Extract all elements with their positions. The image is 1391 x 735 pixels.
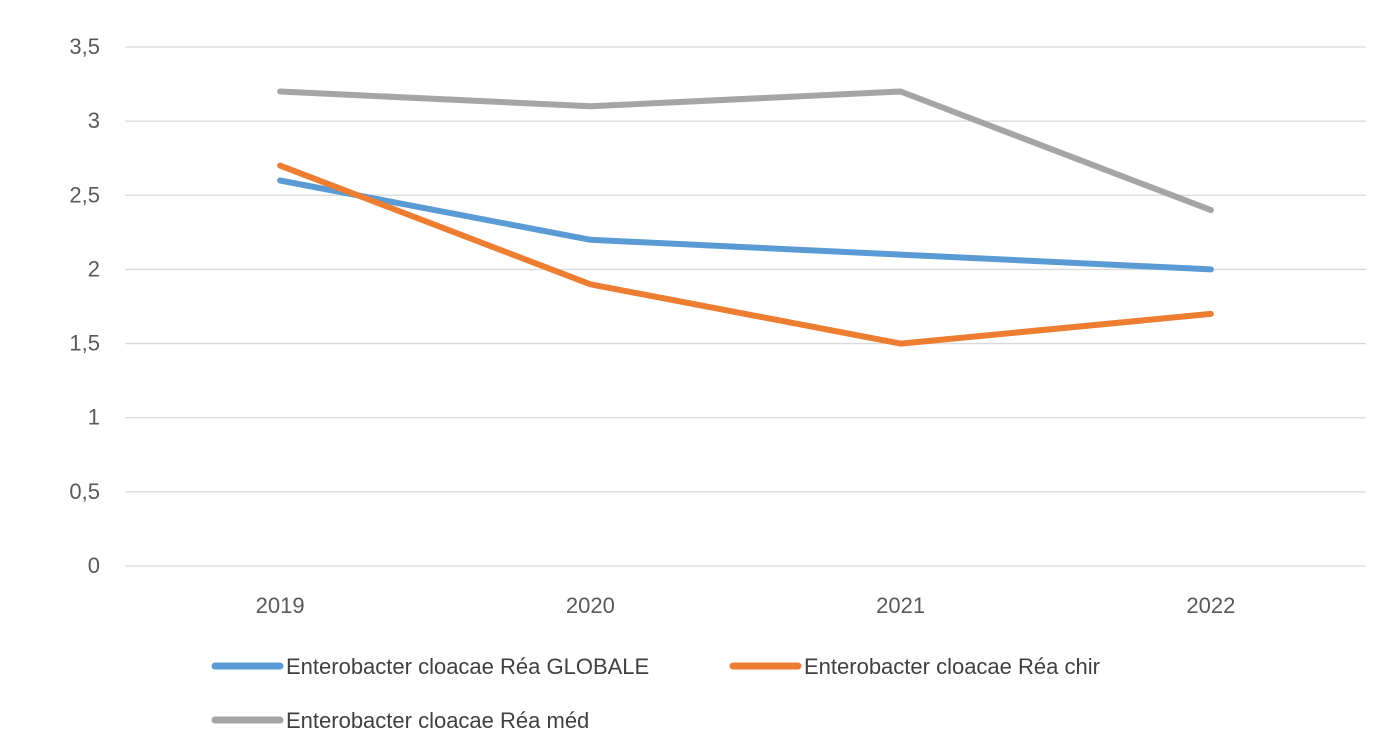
y-axis-ticks: 0 0,5 1 1,5 2 2,5 3 3,5	[69, 34, 100, 578]
y-tick-label: 1	[88, 405, 100, 430]
x-axis-ticks: 2019 2020 2021 2022	[256, 593, 1236, 618]
y-tick-label: 3	[88, 108, 100, 133]
x-tick-label: 2021	[876, 593, 925, 618]
series-line-2	[277, 88, 1214, 214]
legend: Enterobacter cloacae Réa GLOBALE Enteroba…	[211, 654, 1100, 733]
y-tick-label: 2	[88, 256, 100, 281]
series-lines	[277, 88, 1214, 347]
legend-label: Enterobacter cloacae Réa GLOBALE	[286, 654, 649, 679]
y-tick-label: 0,5	[69, 479, 100, 504]
legend-label: Enterobacter cloacae Réa chir	[804, 654, 1100, 679]
y-tick-label: 0	[88, 553, 100, 578]
x-tick-label: 2022	[1186, 593, 1235, 618]
y-tick-label: 3,5	[69, 34, 100, 59]
legend-item: Enterobacter cloacae Réa chir	[729, 654, 1100, 679]
y-tick-label: 1,5	[69, 331, 100, 356]
x-tick-label: 2019	[256, 593, 305, 618]
legend-item: Enterobacter cloacae Réa méd	[211, 708, 589, 733]
series-line-1	[277, 162, 1214, 347]
legend-item: Enterobacter cloacae Réa GLOBALE	[211, 654, 649, 679]
series-line-0	[277, 177, 1214, 273]
legend-label: Enterobacter cloacae Réa méd	[286, 708, 589, 733]
y-tick-label: 2,5	[69, 182, 100, 207]
gridlines	[125, 46, 1366, 567]
x-tick-label: 2020	[566, 593, 615, 618]
